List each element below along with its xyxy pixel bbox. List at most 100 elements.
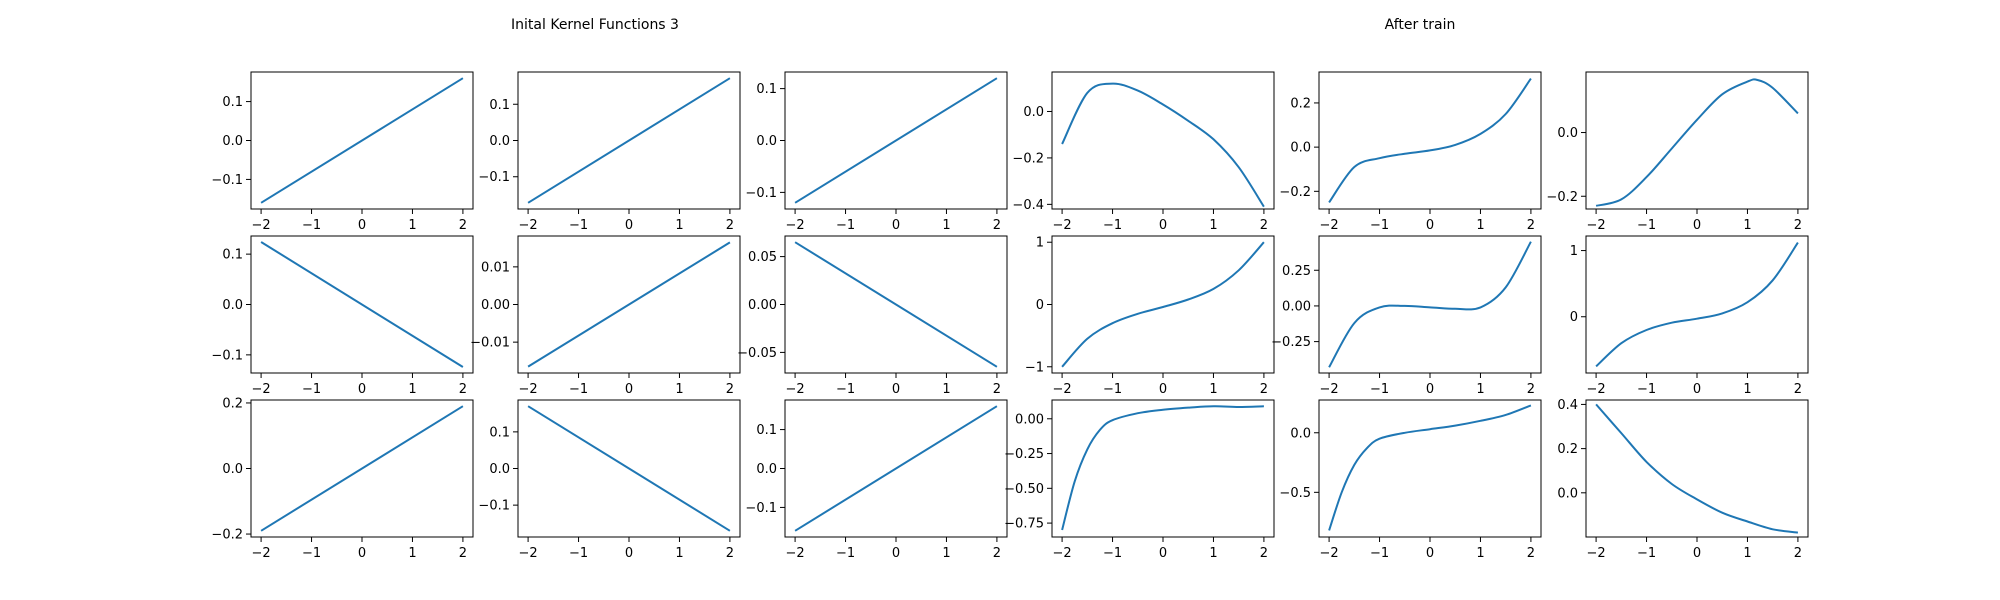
- subplot-r2-c5: −2 −1 0 1 2 0.0 0.2 0.4: [1557, 398, 1809, 561]
- series-line: [1061, 241, 1265, 368]
- x-tick-label: −2: [519, 382, 538, 397]
- series-line: [527, 241, 731, 368]
- x-tick-label: −1: [302, 218, 321, 233]
- axes-frame: [1585, 235, 1809, 374]
- x-tick-label: −2: [1053, 218, 1072, 233]
- y-tick-label: 0.1: [756, 423, 777, 438]
- x-tick-label: −2: [1587, 382, 1606, 397]
- x-tick-label: 0: [625, 382, 633, 397]
- x-tick-label: −2: [252, 546, 271, 561]
- x-tick-label: −2: [252, 218, 271, 233]
- x-tick-label: −1: [1637, 382, 1656, 397]
- x-tick-label: −1: [836, 218, 855, 233]
- x-tick-label: 2: [993, 218, 1001, 233]
- subplot-r1-c4: −2 −1 0 1 2 −0.25 0.00 0.25: [1271, 235, 1542, 397]
- x-tick-label: −2: [1320, 218, 1339, 233]
- x-tick-label: 0: [358, 546, 366, 561]
- y-tick-label: 0.00: [1282, 299, 1311, 314]
- x-tick-label: 0: [625, 218, 633, 233]
- x-tick-label: 1: [408, 218, 416, 233]
- series-line: [260, 241, 464, 368]
- title-after-train: After train: [1385, 17, 1456, 33]
- y-tick-label: 0.0: [222, 134, 243, 149]
- x-tick-label: 1: [675, 382, 683, 397]
- x-tick-label: 0: [358, 382, 366, 397]
- x-tick-label: −2: [519, 218, 538, 233]
- y-tick-label: 0.0: [489, 134, 510, 149]
- y-tick-label: −0.25: [1271, 335, 1311, 350]
- x-tick-label: −2: [1587, 546, 1606, 561]
- y-tick-label: −1: [1025, 360, 1044, 375]
- x-tick-label: 0: [358, 218, 366, 233]
- y-tick-label: −0.1: [745, 501, 777, 516]
- x-tick-label: 0: [1693, 382, 1701, 397]
- y-tick-label: 0.05: [748, 250, 777, 265]
- subplot-r0-c2: −2 −1 0 1 2 −0.1 0.0 0.1: [745, 71, 1008, 233]
- series-line: [1328, 404, 1532, 531]
- y-tick-label: 0.2: [1557, 442, 1578, 457]
- y-tick-label: −0.50: [1004, 482, 1044, 497]
- y-tick-label: 0.4: [1557, 398, 1578, 413]
- y-tick-label: −0.05: [737, 346, 777, 361]
- subplot-r2-c1: −2 −1 0 1 2 −0.1 0.0 0.1: [478, 399, 741, 561]
- y-tick-label: 0.0: [1557, 126, 1578, 141]
- x-tick-label: 1: [1743, 218, 1751, 233]
- subplot-r1-c1: −2 −1 0 1 2 −0.01 0.00 0.01: [470, 235, 741, 397]
- y-tick-label: 0.0: [1290, 141, 1311, 156]
- x-tick-label: 2: [993, 546, 1001, 561]
- axes-frame: [1051, 235, 1275, 374]
- x-tick-label: −2: [786, 382, 805, 397]
- y-tick-label: 0.0: [489, 462, 510, 477]
- series-line: [794, 405, 998, 532]
- y-tick-label: −0.5: [1279, 486, 1311, 501]
- x-tick-label: −1: [1637, 546, 1656, 561]
- x-tick-label: −1: [1103, 546, 1122, 561]
- x-tick-label: 2: [1794, 382, 1802, 397]
- x-tick-label: 0: [1159, 218, 1167, 233]
- axes-frame: [1318, 71, 1542, 210]
- y-tick-label: −0.1: [211, 173, 243, 188]
- x-tick-label: 2: [459, 218, 467, 233]
- x-tick-label: 0: [1159, 382, 1167, 397]
- series-line: [1595, 242, 1799, 368]
- series-line: [1061, 405, 1264, 531]
- y-tick-label: 0.0: [1023, 105, 1044, 120]
- x-tick-label: −1: [302, 546, 321, 561]
- subplot-r1-c5: −2 −1 0 1 2 0 1: [1570, 235, 1809, 397]
- x-tick-label: 1: [408, 382, 416, 397]
- x-tick-label: 0: [1426, 546, 1434, 561]
- subplot-r2-c2: −2 −1 0 1 2 −0.1 0.0 0.1: [745, 399, 1008, 561]
- x-tick-label: −1: [1370, 546, 1389, 561]
- x-tick-label: −1: [569, 382, 588, 397]
- x-tick-label: −1: [1103, 382, 1122, 397]
- x-tick-label: −1: [1103, 218, 1122, 233]
- x-tick-label: −2: [1587, 218, 1606, 233]
- x-tick-label: 2: [1260, 546, 1268, 561]
- x-tick-label: 0: [892, 218, 900, 233]
- x-tick-label: 0: [892, 382, 900, 397]
- x-tick-label: 1: [1209, 382, 1217, 397]
- x-tick-label: −1: [569, 546, 588, 561]
- x-tick-label: 2: [993, 382, 1001, 397]
- x-tick-label: 2: [459, 546, 467, 561]
- y-tick-label: −0.4: [1012, 198, 1044, 213]
- subplot-r2-c0: −2 −1 0 1 2 −0.2 0.0 0.2: [211, 396, 474, 561]
- y-tick-label: −0.2: [211, 528, 243, 543]
- x-tick-label: −2: [1053, 382, 1072, 397]
- series-line: [527, 77, 731, 204]
- title-initial-kernels: Inital Kernel Functions 3: [511, 17, 679, 33]
- y-tick-label: −0.1: [211, 348, 243, 363]
- axes-frame: [1051, 71, 1275, 210]
- x-tick-label: −2: [1320, 546, 1339, 561]
- y-tick-label: 0.2: [1290, 96, 1311, 111]
- subplot-r2-c4: −2 −1 0 1 2 −0.5 0.0: [1279, 399, 1542, 561]
- x-tick-label: 2: [1527, 382, 1535, 397]
- y-tick-label: 0.1: [489, 425, 510, 440]
- subplot-r1-c3: −2 −1 0 1 2 −1 0 1: [1025, 235, 1275, 397]
- y-tick-label: 0.0: [1290, 426, 1311, 441]
- axes-frame: [1585, 399, 1809, 538]
- x-tick-label: 1: [1209, 546, 1217, 561]
- x-tick-label: 0: [892, 546, 900, 561]
- x-tick-label: 2: [459, 382, 467, 397]
- x-tick-label: 2: [1794, 218, 1802, 233]
